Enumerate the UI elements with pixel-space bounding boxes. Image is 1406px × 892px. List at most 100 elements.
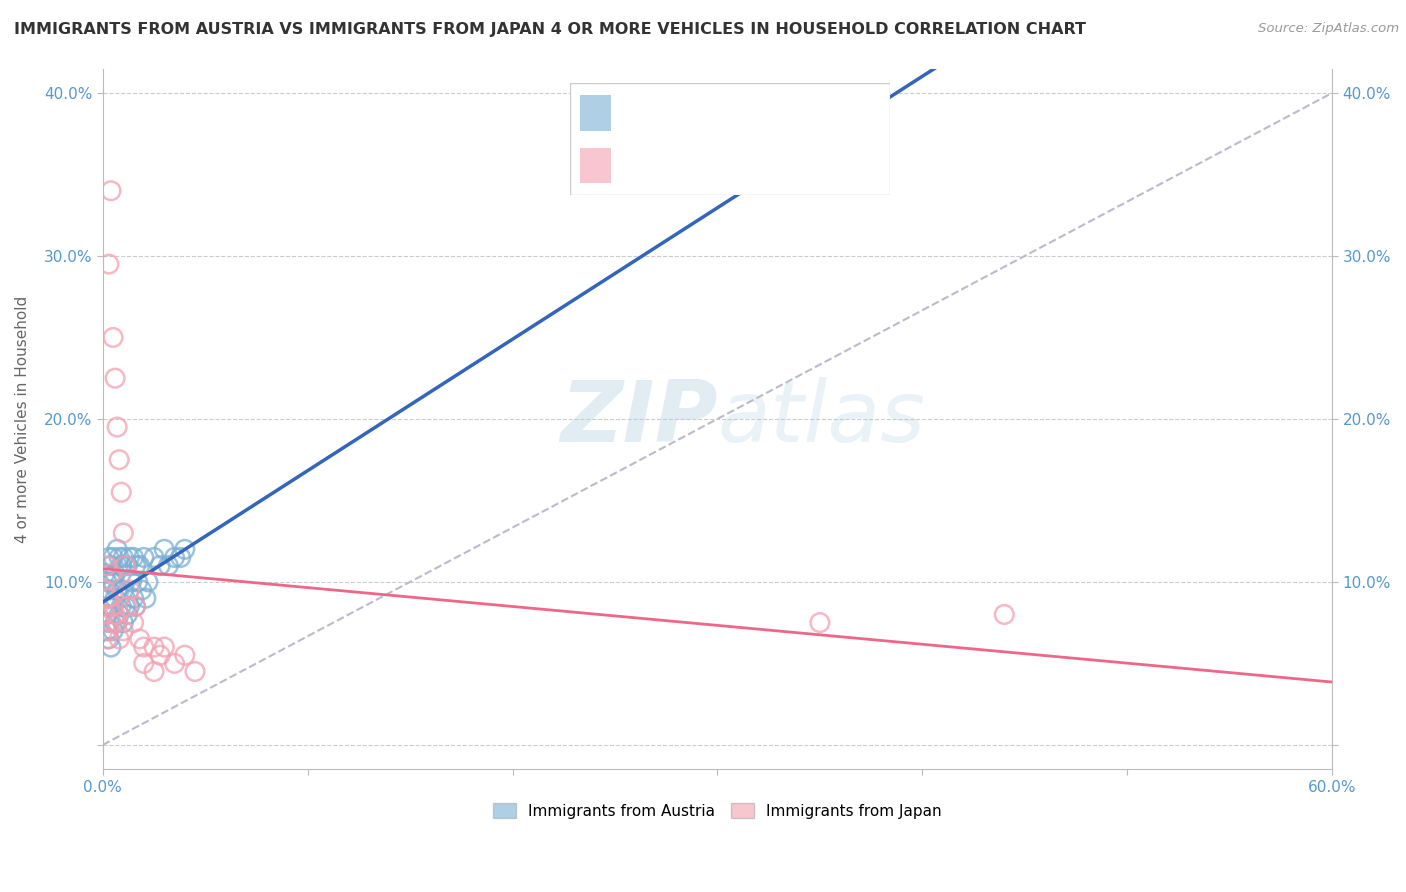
Point (96, 558, 118, 573)
Point (104, 371, 127, 385)
Point (110, 558, 132, 573)
Point (97, 582, 120, 597)
Point (101, 624, 124, 638)
Text: atlas: atlas (717, 377, 925, 460)
Point (128, 558, 150, 573)
Point (114, 558, 136, 573)
Point (100, 640, 122, 654)
Point (122, 550, 145, 565)
Point (169, 550, 191, 565)
Point (808, 615, 831, 630)
Point (136, 574, 159, 589)
Point (108, 607, 131, 622)
Point (101, 599, 124, 614)
Point (163, 550, 186, 565)
Point (124, 599, 146, 614)
Point (132, 657, 155, 671)
Point (157, 558, 180, 573)
Point (97, 632, 120, 646)
Point (124, 558, 146, 573)
Point (108, 550, 131, 565)
Point (97, 624, 120, 638)
Point (105, 542, 128, 557)
Point (100, 184, 122, 198)
Point (100, 566, 122, 581)
Point (124, 599, 146, 614)
Point (117, 607, 139, 622)
Point (184, 665, 207, 679)
Point (131, 582, 153, 597)
Point (108, 582, 131, 597)
Point (97, 615, 120, 630)
Point (94, 566, 117, 581)
Point (96, 591, 118, 606)
Y-axis label: 4 or more Vehicles in Household: 4 or more Vehicles in Household (15, 295, 30, 542)
Point (127, 574, 149, 589)
Point (149, 648, 172, 663)
Point (101, 574, 124, 589)
Point (121, 574, 143, 589)
Point (105, 615, 128, 630)
Point (173, 542, 195, 557)
Point (153, 640, 176, 654)
Point (101, 330, 124, 344)
Point (118, 550, 141, 565)
Point (94, 582, 117, 597)
Point (104, 615, 127, 630)
Point (143, 665, 166, 679)
Point (122, 615, 145, 630)
Point (97, 550, 120, 565)
Point (97, 591, 120, 606)
Point (117, 558, 139, 573)
Point (132, 550, 155, 565)
Text: IMMIGRANTS FROM AUSTRIA VS IMMIGRANTS FROM JAPAN 4 OR MORE VEHICLES IN HOUSEHOLD: IMMIGRANTS FROM AUSTRIA VS IMMIGRANTS FR… (14, 22, 1085, 37)
Point (104, 566, 127, 581)
Point (118, 599, 141, 614)
Point (108, 452, 131, 467)
Point (96, 632, 118, 646)
Text: ZIP: ZIP (560, 377, 717, 460)
Point (96, 591, 118, 606)
Point (143, 550, 166, 565)
Point (105, 615, 128, 630)
Point (97, 599, 120, 614)
Point (105, 420, 128, 434)
Point (108, 632, 131, 646)
Point (100, 615, 122, 630)
Point (143, 640, 166, 654)
Point (153, 542, 176, 557)
Point (112, 550, 135, 565)
Point (163, 657, 186, 671)
Point (114, 558, 136, 573)
Point (149, 558, 172, 573)
Point (105, 582, 128, 597)
Point (101, 550, 124, 565)
Point (104, 591, 127, 606)
Point (112, 615, 135, 630)
Point (100, 574, 122, 589)
Point (100, 558, 122, 573)
Point (101, 599, 124, 614)
Point (104, 607, 127, 622)
Text: Source: ZipAtlas.com: Source: ZipAtlas.com (1258, 22, 1399, 36)
Point (128, 632, 150, 646)
Point (96, 607, 118, 622)
Point (96, 574, 118, 589)
Point (112, 526, 135, 541)
Point (114, 599, 136, 614)
Point (97, 257, 120, 271)
Point (110, 485, 132, 500)
Point (94, 607, 117, 622)
Point (96, 624, 118, 638)
Legend: Immigrants from Austria, Immigrants from Japan: Immigrants from Austria, Immigrants from… (488, 797, 948, 825)
Point (118, 582, 141, 597)
Point (112, 624, 135, 638)
Point (110, 599, 132, 614)
Point (993, 607, 1015, 622)
Point (112, 582, 135, 597)
Point (100, 599, 122, 614)
Point (117, 599, 139, 614)
Point (132, 640, 155, 654)
Point (94, 582, 117, 597)
Point (135, 591, 157, 606)
